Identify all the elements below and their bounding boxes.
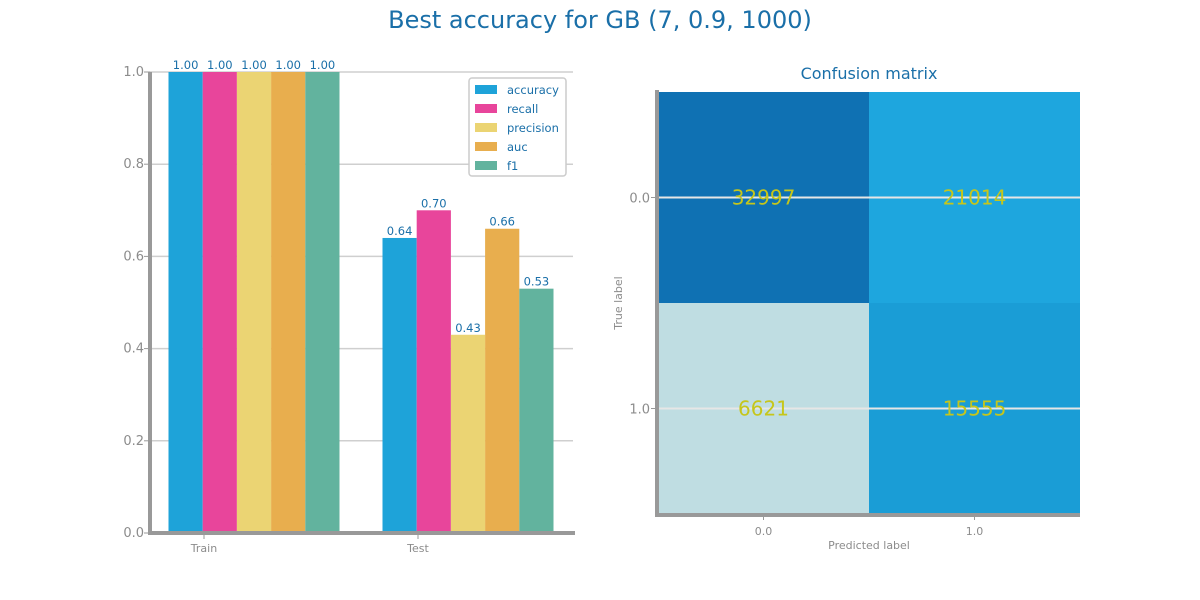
bar-f1-Test <box>519 288 554 533</box>
cm-x-tick-label: 1.0 <box>966 525 984 538</box>
data-label-accuracy-Train: 1.00 <box>173 58 199 72</box>
cm-y-tick-label: 1.0 <box>629 403 650 418</box>
bar-f1-Train <box>305 72 340 533</box>
data-label-precision-Train: 1.00 <box>241 58 267 72</box>
cm-value-0-0: 32997 <box>732 186 796 210</box>
y-tick-label: 0.8 <box>123 157 144 172</box>
cm-y-axis-title: True label <box>612 276 625 330</box>
legend-swatch-f1 <box>475 161 497 170</box>
y-tick-label: 0.0 <box>123 526 144 541</box>
legend-label-recall: recall <box>507 102 538 116</box>
bar-recall-Train <box>202 72 237 533</box>
data-label-f1-Train: 1.00 <box>310 58 336 72</box>
y-tick-label: 0.6 <box>123 249 144 264</box>
cm-x-axis-title: Predicted label <box>828 539 910 552</box>
cm-value-1-0: 6621 <box>738 397 789 421</box>
legend-swatch-precision <box>475 123 497 132</box>
data-label-auc-Test: 0.66 <box>489 215 515 229</box>
data-label-f1-Test: 0.53 <box>524 275 550 289</box>
data-label-accuracy-Test: 0.64 <box>387 224 413 238</box>
cm-value-0-1: 21014 <box>943 186 1007 210</box>
bar-recall-Test <box>416 210 451 534</box>
bar-accuracy-Train <box>168 72 203 533</box>
x-tick-label: Test <box>406 542 429 555</box>
bar-precision-Train <box>236 72 272 533</box>
legend-swatch-accuracy <box>475 85 497 94</box>
cm-x-tick-label: 0.0 <box>755 525 773 538</box>
x-tick-label: Train <box>190 542 217 555</box>
data-label-precision-Test: 0.43 <box>455 321 481 335</box>
legend-swatch-recall <box>475 104 497 113</box>
bar-auc-Test <box>485 228 520 534</box>
legend-label-f1: f1 <box>507 159 518 173</box>
bar-auc-Train <box>271 72 306 533</box>
data-label-auc-Train: 1.00 <box>275 58 301 72</box>
bar-precision-Test <box>450 334 486 533</box>
y-tick-label: 0.2 <box>123 434 144 449</box>
legend-label-accuracy: accuracy <box>507 83 559 97</box>
legend-label-precision: precision <box>507 121 559 135</box>
chart-title: Best accuracy for GB (7, 0.9, 1000) <box>388 6 812 34</box>
legend-label-auc: auc <box>507 140 528 154</box>
legend-swatch-auc <box>475 142 497 151</box>
bar-accuracy-Test <box>382 237 417 533</box>
cm-y-tick-label: 0.0 <box>629 192 650 207</box>
data-label-recall-Train: 1.00 <box>207 58 233 72</box>
y-tick-label: 0.4 <box>123 342 144 357</box>
cm-value-1-1: 15555 <box>943 397 1007 421</box>
y-tick-label: 1.0 <box>123 65 144 80</box>
cm-title: Confusion matrix <box>801 64 938 83</box>
data-label-recall-Test: 0.70 <box>421 196 447 210</box>
legend-box <box>468 77 567 177</box>
